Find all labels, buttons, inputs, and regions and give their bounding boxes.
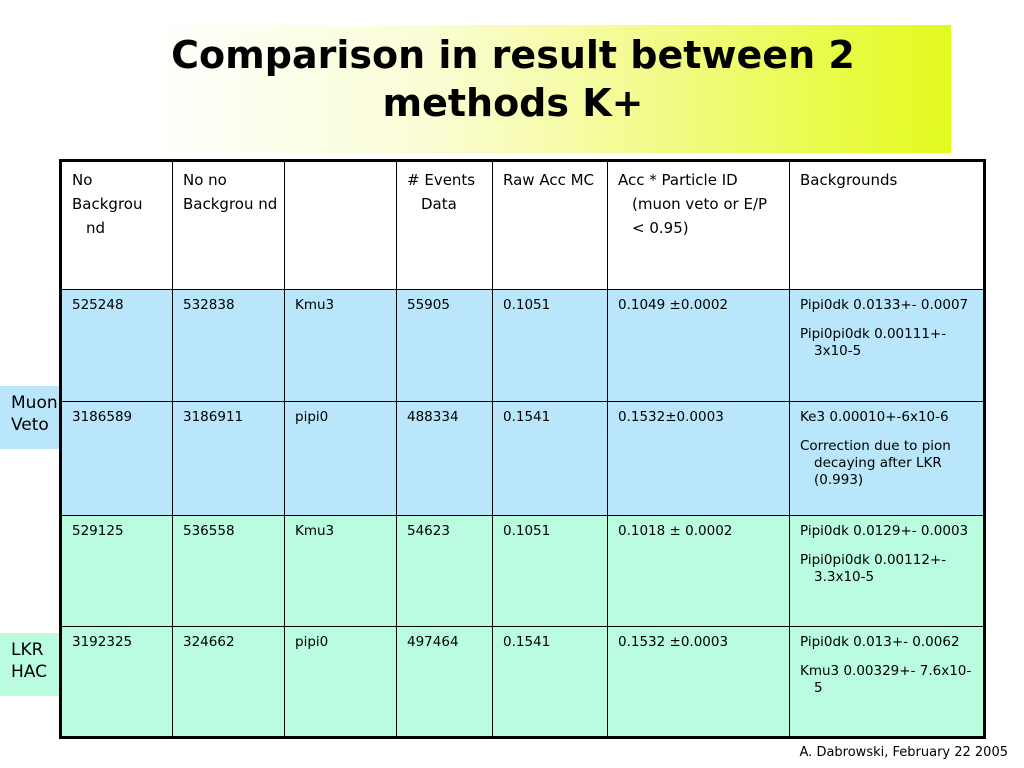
header-line: Backgrounds [800,171,898,189]
header-line: No [72,171,93,189]
background-entry: Pipi0dk 0.013+- 0.0062 [800,634,960,651]
table-cell: pipi0 [284,401,397,516]
table-cell: pipi0 [284,626,397,738]
background-entry: Pipi0dk 0.0133+- 0.0007 [800,296,969,313]
background-entry: Pipi0dk 0.0129+- 0.0003 [800,522,969,539]
table-cell: 0.1051 [492,514,608,628]
table-cell: 324662 [172,626,285,738]
header-line: # Events Data [407,171,476,213]
table-row: 529125 536558 Kmu3 54623 0.1051 0.1018 ±… [60,514,985,628]
header-line: Raw Acc MC [503,171,594,189]
table-row: 3192325 324662 pipi0 497464 0.1541 0.153… [60,626,985,738]
background-entry: Pipi0pi0dk 0.00112+- 3.3x10-5 [800,551,947,585]
header-cell: No no Backgrou nd [172,160,285,290]
side-label-line: LKR [11,640,44,660]
footer-credit: A. Dabrowski, February 22 2005 [799,745,1008,760]
header-cell: No Backgrou nd [60,160,173,290]
side-label-lkr-hac: LKR HAC [0,633,64,696]
backgrounds-cell: Pipi0dk 0.0133+- 0.0007 Pipi0pi0dk 0.001… [789,288,985,403]
header-cell: Acc * Particle ID (muon veto or E/P < 0.… [607,160,790,290]
background-entry: Ke3 0.00010+-6x10-6 [800,409,949,426]
table-cell: Kmu3 [284,288,397,403]
header-line: Acc * Particle ID (muon veto or E/P < 0.… [618,171,768,237]
side-label-line: Muon [11,393,58,413]
table-row: 3186589 3186911 pipi0 488334 0.1541 0.15… [60,401,985,516]
background-entry: Pipi0pi0dk 0.00111+- 3x10-5 [800,325,947,359]
header-cell: # Events Data [396,160,493,290]
side-label-line: HAC [11,662,47,682]
side-label-muon-veto: Muon Veto [0,386,64,449]
table-cell: 0.1049 ±0.0002 [607,288,790,403]
table-cell: 54623 [396,514,493,628]
side-label-line: Veto [11,415,49,435]
header-cell [284,160,397,290]
table-cell: 497464 [396,626,493,738]
header-line: Backgrou nd [183,195,278,213]
header-line: Backgrou nd [72,195,143,237]
table-cell: 488334 [396,401,493,516]
table-cell: 529125 [60,514,173,628]
table-header-row: No Backgrou nd No no Backgrou nd # Event… [60,160,985,290]
backgrounds-cell: Pipi0dk 0.013+- 0.0062 Kmu3 0.00329+- 7.… [789,626,985,738]
title-band [143,25,951,153]
slide-title: Comparison in result between 2 methods K… [171,33,855,125]
backgrounds-cell: Pipi0dk 0.0129+- 0.0003 Pipi0pi0dk 0.001… [789,514,985,628]
table-cell: 3186911 [172,401,285,516]
header-line: No no [183,171,227,189]
table-cell: 536558 [172,514,285,628]
table-row: 525248 532838 Kmu3 55905 0.1051 0.1049 ±… [60,288,985,403]
table-cell: 525248 [60,288,173,403]
table-cell: 0.1532 ±0.0003 [607,626,790,738]
background-entry: Kmu3 0.00329+- 7.6x10-5 [800,663,972,697]
table-cell: 0.1051 [492,288,608,403]
header-cell: Backgrounds [789,160,985,290]
table-cell: Kmu3 [284,514,397,628]
table-cell: 3186589 [60,401,173,516]
table-cell: 3192325 [60,626,173,738]
table-cell: 0.1541 [492,401,608,516]
header-cell: Raw Acc MC [492,160,608,290]
table-cell: 0.1018 ± 0.0002 [607,514,790,628]
results-table: No Backgrou nd No no Backgrou nd # Event… [59,159,986,739]
table-cell: 0.1541 [492,626,608,738]
table-cell: 55905 [396,288,493,403]
table-cell: 0.1532±0.0003 [607,401,790,516]
backgrounds-cell: Ke3 0.00010+-6x10-6 Correction due to pi… [789,401,985,516]
background-entry: Correction due to pion decaying after LK… [800,438,951,489]
table-cell: 532838 [172,288,285,403]
